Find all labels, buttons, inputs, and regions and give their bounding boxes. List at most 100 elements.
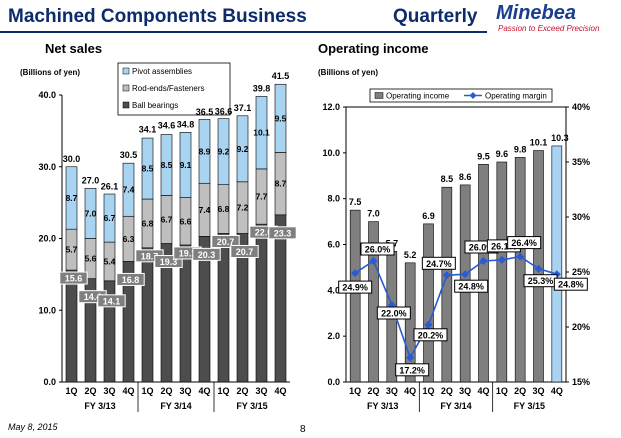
label-rod-ends: 6.8 bbox=[142, 218, 154, 228]
operating-income-ytick-label: 0.0 bbox=[327, 377, 340, 387]
net-sales-ytick-label: 20.0 bbox=[38, 234, 56, 244]
legend-label-ball-bearings: Ball bearings bbox=[132, 101, 178, 110]
net-sales-xtick-label: 1Q bbox=[141, 386, 153, 396]
bar-pivot-assemblies bbox=[160, 134, 173, 196]
label-ball-bearings: 20.7 bbox=[217, 237, 235, 247]
label-total: 27.0 bbox=[82, 175, 100, 185]
label-rod-ends: 5.6 bbox=[85, 254, 97, 264]
operating-margin-ytick-label: 35% bbox=[572, 157, 590, 167]
label-ball-bearings: 19.3 bbox=[160, 257, 178, 267]
bar-operating-income bbox=[349, 209, 361, 383]
label-ball-bearings-box bbox=[230, 244, 259, 258]
label-operating-margin-box bbox=[360, 242, 395, 256]
label-operating-margin: 22.0% bbox=[381, 309, 407, 319]
marker-operating-margin bbox=[516, 252, 525, 261]
label-operating-margin: 26.0% bbox=[469, 243, 495, 253]
label-ball-bearings: 18.7 bbox=[141, 251, 159, 261]
label-operating-margin-box bbox=[413, 328, 448, 342]
operating-income-ytick-label: 12.0 bbox=[322, 102, 340, 112]
label-ball-bearings-box bbox=[59, 271, 88, 285]
label-total: 34.1 bbox=[139, 124, 157, 134]
net-sales-chart: Net sales (Billions of yen) Pivot assembli… bbox=[20, 41, 297, 412]
label-rod-ends: 7.2 bbox=[237, 203, 249, 213]
net-sales-title: Net sales bbox=[45, 41, 102, 56]
net-sales-xtick-label: 4Q bbox=[122, 386, 134, 396]
label-operating-income: 10.3 bbox=[551, 133, 569, 143]
net-sales-group-label: FY 3/13 bbox=[84, 401, 115, 411]
marker-operating-margin bbox=[406, 353, 415, 362]
label-operating-income: 9.6 bbox=[496, 149, 509, 159]
legend-label-operating-income: Operating income bbox=[386, 92, 450, 101]
operating-income-xtick-label: 1Q bbox=[422, 386, 434, 396]
slide-header: Machined Components Business Quarterly M… bbox=[0, 0, 621, 34]
bar-operating-income bbox=[496, 161, 508, 383]
bar-pivot-assemblies bbox=[217, 118, 230, 185]
label-operating-margin-box bbox=[338, 280, 373, 294]
label-pivot-assemblies: 6.7 bbox=[104, 213, 116, 223]
operating-income-legend bbox=[369, 88, 553, 103]
bar-ball-bearings bbox=[274, 214, 287, 383]
label-operating-income: 5.2 bbox=[404, 250, 417, 260]
label-operating-margin-box bbox=[395, 363, 430, 377]
label-pivot-assemblies: 8.5 bbox=[142, 164, 154, 174]
bar-pivot-assemblies bbox=[65, 166, 78, 230]
legend-label-rod-ends-fasteners: Rod-ends/Fasteners bbox=[132, 84, 204, 93]
label-pivot-assemblies: 9.2 bbox=[218, 147, 230, 157]
label-pivot-assemblies: 8.9 bbox=[199, 146, 211, 156]
label-operating-margin: 24.9% bbox=[342, 283, 368, 293]
label-ball-bearings-box bbox=[211, 234, 240, 248]
label-operating-income: 7.5 bbox=[349, 197, 362, 207]
operating-income-xtick-label: 2Q bbox=[367, 386, 379, 396]
bar-operating-income bbox=[368, 221, 379, 383]
label-total: 36.6 bbox=[215, 106, 233, 116]
logo-name: Minebea bbox=[496, 2, 577, 24]
operating-margin-ytick-label: 20% bbox=[572, 322, 590, 332]
bar-ball-bearings bbox=[65, 269, 78, 383]
label-operating-margin-box bbox=[376, 306, 411, 320]
net-sales-xtick-label: 4Q bbox=[198, 386, 210, 396]
label-total: 34.8 bbox=[177, 119, 195, 129]
legend-swatch-ball-bearings bbox=[122, 101, 130, 109]
operating-income-xtick-label: 2Q bbox=[441, 386, 453, 396]
net-sales-ytick-label: 10.0 bbox=[38, 305, 56, 315]
legend-swatch-operating-income bbox=[374, 92, 384, 99]
net-sales-ytick-label: 30.0 bbox=[38, 162, 56, 172]
label-ball-bearings: 19.1 bbox=[179, 248, 197, 258]
legend-swatch-rod-ends-fasteners bbox=[122, 84, 130, 92]
net-sales-ytick-label: 0.0 bbox=[43, 377, 56, 387]
operating-income-xtick-label: 4Q bbox=[477, 386, 489, 396]
marker-operating-margin bbox=[369, 257, 378, 265]
bar-pivot-assemblies bbox=[122, 162, 135, 217]
label-rod-ends: 6.8 bbox=[218, 204, 230, 214]
label-total: 36.5 bbox=[196, 107, 214, 117]
label-ball-bearings: 20.7 bbox=[236, 247, 254, 257]
page-title: Machined Components Business bbox=[8, 6, 307, 27]
bar-operating-income bbox=[423, 223, 434, 383]
label-operating-margin: 17.2% bbox=[399, 365, 425, 375]
label-ball-bearings: 14.4 bbox=[84, 292, 102, 302]
bar-pivot-assemblies bbox=[84, 187, 97, 239]
operating-income-ylabel: (Billions of yen) bbox=[318, 68, 378, 77]
net-sales-xtick-label: 1Q bbox=[65, 386, 77, 396]
label-total: 37.1 bbox=[234, 103, 252, 113]
legend-marker-operating-margin bbox=[469, 92, 477, 99]
marker-operating-margin bbox=[351, 269, 360, 278]
marker-operating-margin bbox=[497, 255, 506, 264]
bar-pivot-assemblies bbox=[179, 132, 192, 198]
operating-margin-ytick-label: 25% bbox=[572, 267, 590, 277]
label-ball-bearings-box bbox=[116, 272, 145, 286]
label-operating-margin-box bbox=[421, 256, 456, 270]
label-operating-margin: 20.2% bbox=[418, 330, 444, 340]
label-total: 26.1 bbox=[101, 182, 119, 192]
bar-operating-income bbox=[551, 145, 563, 383]
label-ball-bearings: 16.8 bbox=[122, 275, 140, 285]
bar-operating-income bbox=[478, 163, 489, 383]
label-total: 34.6 bbox=[158, 121, 176, 131]
label-pivot-assemblies: 10.1 bbox=[253, 128, 270, 138]
label-operating-margin: 26.0% bbox=[365, 245, 391, 255]
operating-income-chart: Operating income (Billions of yen) Operati… bbox=[318, 41, 590, 412]
label-rod-ends: 5.7 bbox=[66, 245, 78, 255]
label-operating-income: 10.1 bbox=[530, 138, 548, 148]
period-label: Quarterly bbox=[393, 6, 478, 27]
bar-operating-income bbox=[404, 262, 416, 383]
